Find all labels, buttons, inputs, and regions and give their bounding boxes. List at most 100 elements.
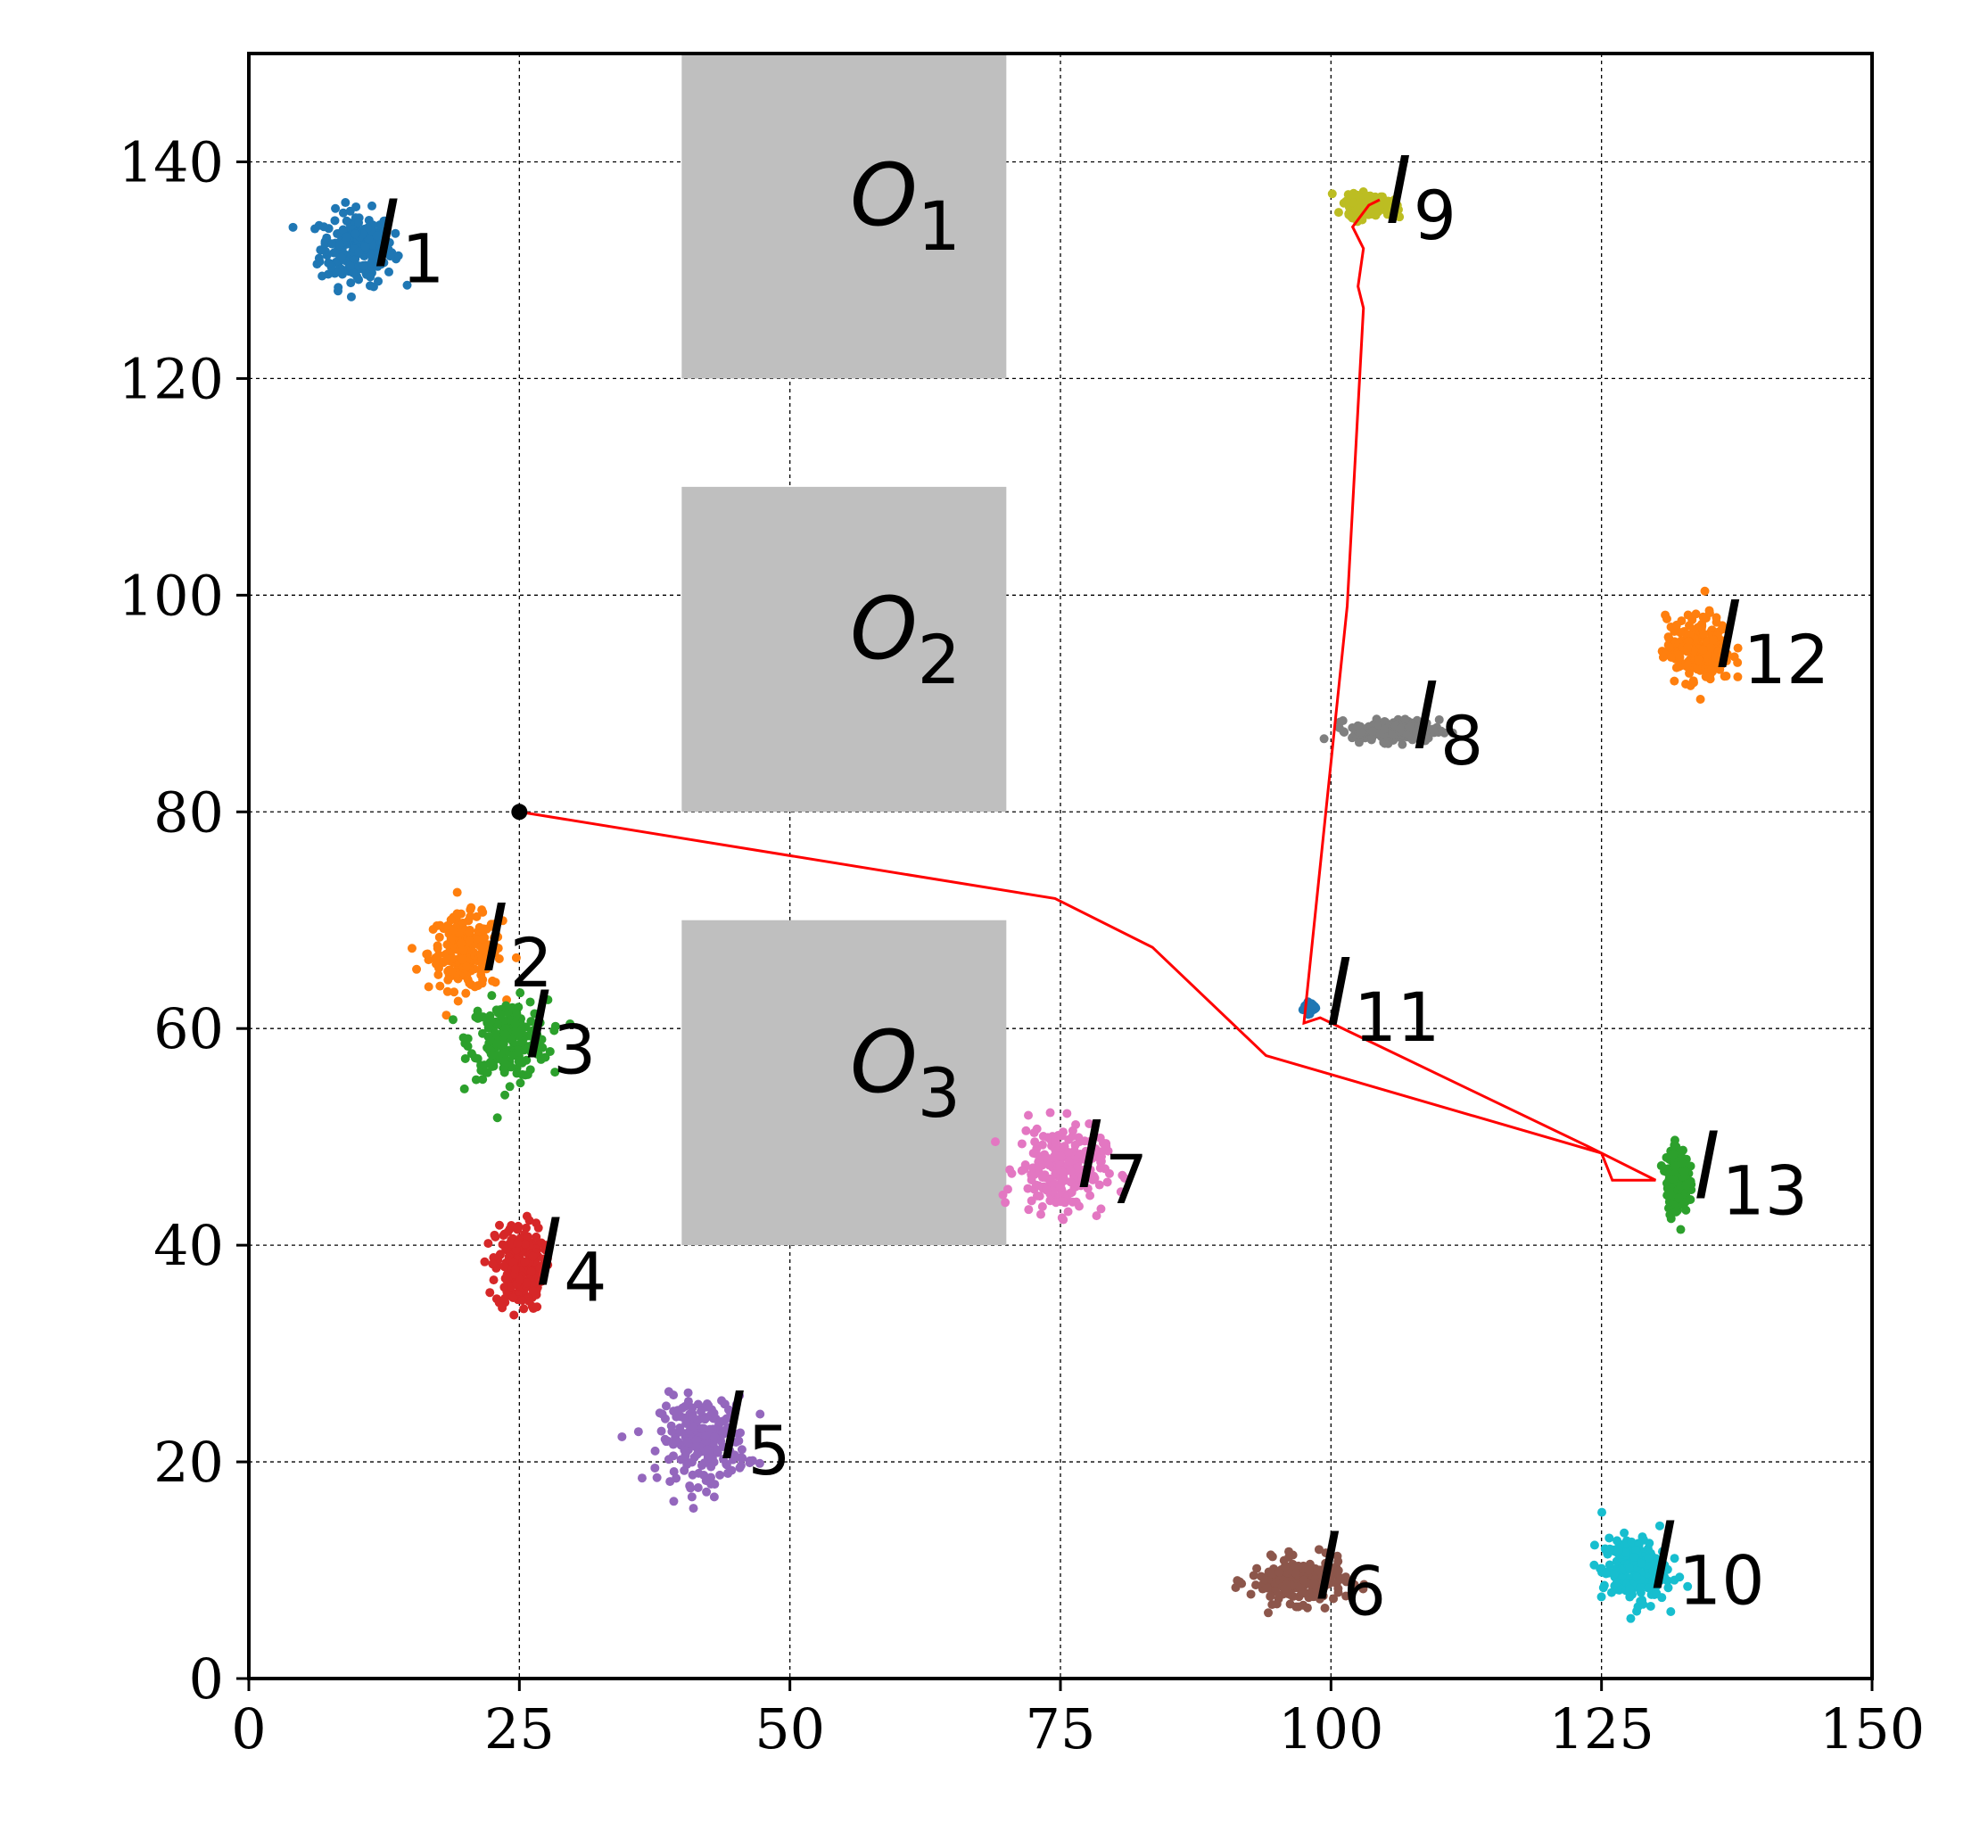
landmark-9-point xyxy=(1392,201,1402,210)
landmark-7-point xyxy=(1062,1109,1072,1118)
landmark-10-point xyxy=(1644,1553,1654,1563)
landmark-5-point xyxy=(726,1408,736,1418)
landmark-4-point xyxy=(535,1263,545,1273)
landmark-3-point xyxy=(516,1078,525,1088)
landmark-4-point xyxy=(542,1254,552,1264)
path-layer xyxy=(511,198,1657,1182)
landmark-6-point xyxy=(1341,1591,1351,1601)
landmark-10-point xyxy=(1652,1581,1662,1591)
landmark-8-point xyxy=(1380,716,1390,726)
landmark-7-point xyxy=(1118,1170,1127,1180)
landmark-9-point xyxy=(1371,209,1381,219)
landmark-7-point xyxy=(1017,1139,1027,1149)
landmark-6-point xyxy=(1299,1575,1308,1585)
landmark-4-point xyxy=(522,1278,532,1288)
landmark-cluster-5 xyxy=(617,1387,765,1514)
landmark-5-point xyxy=(681,1451,690,1461)
x-tick-label-5: 125 xyxy=(1548,1696,1654,1761)
landmark-12-point xyxy=(1674,662,1684,672)
landmark-4-point xyxy=(485,1288,495,1298)
landmark-3-point xyxy=(535,1018,545,1027)
landmark-10-point xyxy=(1637,1532,1647,1542)
landmark-7-point xyxy=(1056,1197,1066,1207)
landmark-7-point xyxy=(1096,1204,1106,1214)
landmark-6-point xyxy=(1320,1604,1330,1613)
landmark-7-point xyxy=(1024,1110,1034,1120)
landmark-5-point xyxy=(652,1473,662,1482)
landmark-3-point xyxy=(516,988,525,998)
landmark-5-point xyxy=(731,1400,741,1410)
landmark-2-point xyxy=(482,953,491,962)
landmark-6-point xyxy=(1293,1602,1303,1612)
landmark-7-point xyxy=(1034,1162,1043,1172)
landmark-label-7: l7 xyxy=(1076,1104,1148,1219)
landmark-2-point xyxy=(493,944,503,953)
landmark-label-9: l9 xyxy=(1385,140,1456,255)
landmark-13-point xyxy=(1670,1161,1680,1171)
landmark-4-point xyxy=(500,1293,510,1303)
landmark-12-point xyxy=(1720,638,1729,648)
landmark-5-point xyxy=(691,1442,701,1452)
landmark-6-point xyxy=(1349,1580,1359,1589)
landmark-7-point xyxy=(1116,1187,1126,1197)
landmark-1-point xyxy=(367,259,376,268)
landmark-7-point xyxy=(1051,1137,1060,1147)
landmark-12-point xyxy=(1683,643,1693,653)
y-tick-label-2: 40 xyxy=(153,1213,224,1278)
landmark-5-point xyxy=(709,1492,719,1502)
landmark-3-point xyxy=(496,1011,506,1020)
landmark-8-point xyxy=(1354,738,1364,747)
landmark-4-point xyxy=(520,1239,530,1249)
landmark-12-point xyxy=(1671,620,1681,630)
landmark-12-point xyxy=(1683,660,1693,670)
landmark-2-point xyxy=(443,975,453,985)
y-tick-label-4: 80 xyxy=(153,780,224,845)
landmark-2-point xyxy=(498,916,507,926)
landmark-1-point xyxy=(351,202,361,211)
landmark-2-point xyxy=(476,965,486,975)
landmark-4-point xyxy=(498,1303,507,1313)
landmark-7-point xyxy=(1005,1165,1015,1175)
landmark-2-point xyxy=(442,986,452,996)
y-tick-label-1: 20 xyxy=(153,1430,224,1495)
landmark-5-point xyxy=(710,1480,720,1489)
landmark-7-point xyxy=(1085,1136,1094,1146)
landmark-8-point xyxy=(1367,726,1377,736)
landmark-3-point xyxy=(525,997,535,1007)
landmark-2-point xyxy=(458,954,467,964)
landmark-7-point xyxy=(1068,1126,1077,1135)
landmark-1-point xyxy=(379,216,389,226)
landmark-5-point xyxy=(755,1409,765,1419)
landmark-5-point xyxy=(699,1423,709,1433)
landmark-5-point xyxy=(663,1436,672,1446)
landmark-6-point xyxy=(1267,1600,1277,1610)
landmark-13-point xyxy=(1672,1206,1682,1216)
landmark-10-point xyxy=(1631,1546,1641,1555)
landmark-7-point xyxy=(1028,1148,1038,1158)
landmark-1-point xyxy=(330,216,340,226)
landmark-7-point xyxy=(1027,1196,1036,1206)
landmark-4-point xyxy=(483,1239,493,1249)
landmark-6-point xyxy=(1314,1545,1324,1555)
landmark-7-point xyxy=(1083,1184,1093,1193)
landmark-5-point xyxy=(735,1390,745,1400)
landmark-5-point xyxy=(700,1415,710,1424)
obstacle-label-1: O1 xyxy=(850,145,961,266)
landmark-10-point xyxy=(1683,1581,1693,1591)
landmark-6-point xyxy=(1317,1571,1327,1580)
landmark-6-point xyxy=(1267,1569,1277,1579)
landmark-5-point xyxy=(689,1422,698,1431)
landmark-2-point xyxy=(456,938,466,948)
landmark-3-point xyxy=(532,1049,542,1059)
landmark-10-point xyxy=(1599,1580,1609,1590)
landmark-12-point xyxy=(1721,654,1731,664)
landmark-10-point xyxy=(1657,1547,1667,1556)
landmark-6-point xyxy=(1304,1565,1314,1575)
landmark-2-point xyxy=(433,969,443,979)
landmark-12-point xyxy=(1701,672,1711,681)
landmark-13-point xyxy=(1677,1158,1687,1167)
landmark-2-point xyxy=(488,976,498,986)
landmark-7-point xyxy=(1030,1137,1040,1147)
